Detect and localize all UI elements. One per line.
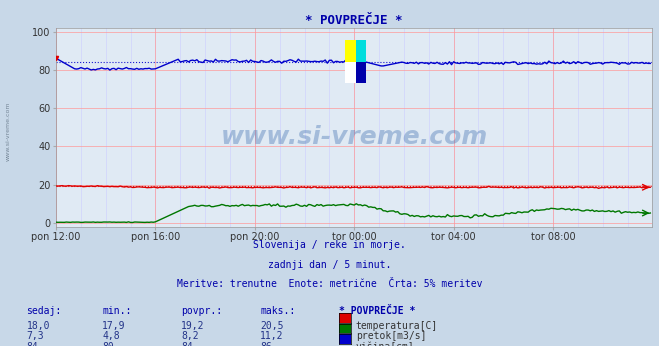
Text: 86: 86 [260, 342, 272, 346]
Text: temperatura[C]: temperatura[C] [356, 321, 438, 331]
Text: 11,2: 11,2 [260, 331, 284, 342]
Text: 84: 84 [26, 342, 38, 346]
Text: 18,0: 18,0 [26, 321, 50, 331]
FancyBboxPatch shape [345, 62, 356, 83]
FancyBboxPatch shape [356, 62, 366, 83]
Text: www.si-vreme.com: www.si-vreme.com [5, 102, 11, 161]
Text: Slovenija / reke in morje.: Slovenija / reke in morje. [253, 240, 406, 251]
Text: 19,2: 19,2 [181, 321, 205, 331]
Text: zadnji dan / 5 minut.: zadnji dan / 5 minut. [268, 260, 391, 270]
Text: 84: 84 [181, 342, 193, 346]
Text: www.si-vreme.com: www.si-vreme.com [221, 125, 488, 149]
Text: višina[cm]: višina[cm] [356, 342, 415, 346]
Title: * POVPREČJE *: * POVPREČJE * [306, 13, 403, 27]
Text: Meritve: trenutne  Enote: metrične  Črta: 5% meritev: Meritve: trenutne Enote: metrične Črta: … [177, 279, 482, 289]
Text: 20,5: 20,5 [260, 321, 284, 331]
Text: sedaj:: sedaj: [26, 306, 61, 316]
Text: * POVPREČJE *: * POVPREČJE * [339, 306, 416, 316]
FancyBboxPatch shape [356, 40, 366, 62]
Text: 8,2: 8,2 [181, 331, 199, 342]
Text: pretok[m3/s]: pretok[m3/s] [356, 331, 426, 342]
Text: 4,8: 4,8 [102, 331, 120, 342]
Text: 7,3: 7,3 [26, 331, 44, 342]
FancyBboxPatch shape [345, 40, 356, 62]
Text: 17,9: 17,9 [102, 321, 126, 331]
Text: povpr.:: povpr.: [181, 306, 222, 316]
Text: 80: 80 [102, 342, 114, 346]
Text: maks.:: maks.: [260, 306, 295, 316]
Text: min.:: min.: [102, 306, 132, 316]
